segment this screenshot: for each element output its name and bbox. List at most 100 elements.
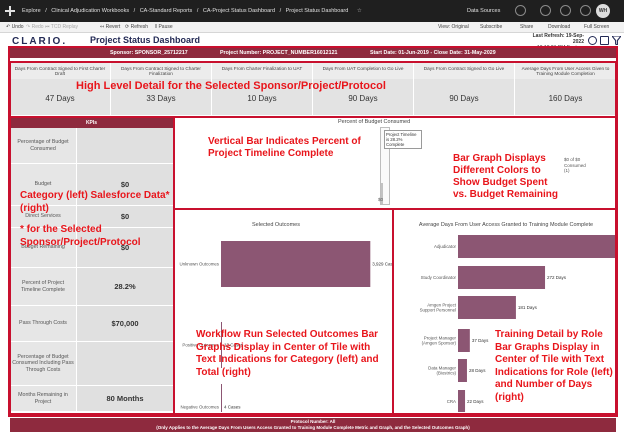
bar[interactable] xyxy=(458,359,467,382)
bar[interactable] xyxy=(221,241,371,287)
metric-label: Days From Charter Finalization to UAT xyxy=(212,63,312,79)
metric-value: 90 Days xyxy=(414,79,514,115)
protocol-note: (Only Applies to the Average Days From U… xyxy=(156,425,470,430)
kpi-label: Budget Remaining xyxy=(10,228,76,267)
breadcrumb-separator: / xyxy=(196,8,199,14)
breadcrumb-item-current: Project Status Dashboard xyxy=(285,8,349,14)
metrics-row: Days From Contract Signed to First Chart… xyxy=(10,63,616,115)
fullscreen-button[interactable]: Full Screen xyxy=(584,24,610,30)
kpi-label: Budget xyxy=(10,164,76,205)
bar[interactable] xyxy=(221,384,222,412)
selected-outcomes-chart: Unknown Outcomes 3,929 Cases Positive Outc… xyxy=(179,241,392,412)
breadcrumb: Explore / Clinical Adjudication Workbook… xyxy=(22,8,365,14)
bar-value-label: 28 Days xyxy=(469,368,486,373)
breadcrumb-item-workbooks[interactable]: Clinical Adjudication Workbooks xyxy=(51,8,130,14)
revert-button[interactable]: ↤ Revert xyxy=(100,24,121,30)
bar[interactable] xyxy=(458,329,470,352)
kpi-row: Pass Through Costs $70,000 xyxy=(10,306,173,342)
kpi-value: $0 xyxy=(77,206,173,227)
breadcrumb-item-explore[interactable]: Explore xyxy=(22,8,41,14)
apps-icon[interactable] xyxy=(580,5,591,16)
download-button[interactable]: Download xyxy=(548,24,571,30)
notifications-icon[interactable] xyxy=(560,5,571,16)
pause-button[interactable]: ‖ Pause xyxy=(155,24,173,30)
kpi-label: Percent of Project Timeline Complete xyxy=(10,268,76,305)
view-original-button[interactable]: View: Original xyxy=(438,24,469,30)
category-label: CRA xyxy=(447,399,456,404)
kpi-value: $0 xyxy=(77,228,173,267)
avatar[interactable]: WH xyxy=(596,4,610,18)
metric-value: 90 Days xyxy=(313,79,413,115)
subscribe-button[interactable]: Subscribe xyxy=(480,24,503,30)
category-label: Positive Outcomes xyxy=(182,343,219,348)
protocol-footer: Protocol Number: All (Only Applies to th… xyxy=(10,418,616,432)
kpi-label: Months Remaining in Project xyxy=(10,386,76,411)
undo-button[interactable]: ↶ Undo xyxy=(6,24,24,30)
data-sources-link[interactable]: Data Sources xyxy=(467,8,501,14)
category-label: Adjudicator xyxy=(434,244,457,249)
last-refresh-date: Last Refresh: 19-Sep-2022 xyxy=(532,33,584,45)
kpi-value xyxy=(77,128,173,163)
bar[interactable] xyxy=(458,235,616,258)
callout-high-level: High Level Detail for the Selected Spons… xyxy=(76,80,386,92)
breadcrumb-item-dashboard-folder[interactable]: CA-Project Status Dashboard xyxy=(202,8,276,14)
help-icon[interactable] xyxy=(540,5,551,16)
bar[interactable] xyxy=(458,390,466,412)
metric-tile: Average Days From User Access Given to T… xyxy=(515,63,616,115)
metric-label: Days From Contract Signed to Go Live xyxy=(414,63,514,79)
bar[interactable] xyxy=(221,322,222,368)
metric-tile: Days From Contract Signed to Charter Fin… xyxy=(111,63,212,115)
kpi-value xyxy=(77,342,173,385)
breadcrumb-separator: / xyxy=(45,8,47,14)
metric-label: Days From Contract Signed to First Chart… xyxy=(10,63,110,79)
favorite-star-icon[interactable]: ☆ xyxy=(356,8,362,14)
project-number-label: Project Number: PROJECT_NUMBER16012121 xyxy=(220,50,338,56)
metric-tile: Days From Contract Signed to First Chart… xyxy=(10,63,111,115)
kpi-row: Direct Services $0 xyxy=(10,206,173,228)
category-label: Unknown Outcomes xyxy=(179,262,219,267)
breadcrumb-separator: / xyxy=(133,8,136,14)
metric-value: 10 Days xyxy=(212,79,312,115)
sponsor-label: Sponsor: SPONSOR_25712217 xyxy=(110,50,188,56)
bar[interactable] xyxy=(458,296,516,319)
top-navigation-bar: Explore / Clinical Adjudication Workbook… xyxy=(0,0,624,22)
refresh-icon[interactable] xyxy=(588,36,597,45)
date-range-label: Start Date: 01-Jun-2019 - Close Date: 31… xyxy=(370,50,496,56)
filter-icon[interactable] xyxy=(612,36,621,45)
alerts-icon[interactable] xyxy=(515,5,526,16)
share-button[interactable]: Share xyxy=(520,24,534,30)
info-icon[interactable] xyxy=(600,36,609,45)
bar-value-label: 3,929 Cases xyxy=(372,262,392,267)
bar-value-label: 13 Cases xyxy=(224,343,244,348)
kpi-annotation-frame xyxy=(9,116,175,415)
budget-consumed-label: $0 of $0 Consumed (1) xyxy=(564,157,586,173)
bar[interactable] xyxy=(458,266,546,289)
bar-value-label: 4 Cases xyxy=(224,405,241,410)
callout-vertical-bar: Vertical Bar Indicates Percent of Projec… xyxy=(208,136,361,159)
metric-tile: Days From Charter Finalization to UAT 10… xyxy=(212,63,313,115)
kpi-label: Percentage of Budget Consumed xyxy=(10,128,76,163)
category-label: Amgen Project Support Personnel xyxy=(420,302,457,312)
kpi-row: Percent of Project Timeline Complete 28.… xyxy=(10,268,173,306)
redo-button[interactable]: ↷ Redo xyxy=(26,24,44,30)
callout-category: Category (left) Salesforce Data* (right) xyxy=(20,190,170,214)
kpi-row: Months Remaining in Project 80 Months xyxy=(10,386,173,412)
replay-button[interactable]: ⏮ TCD Replay xyxy=(45,24,79,30)
kpi-table-header: KPIs xyxy=(10,118,173,128)
kpi-value: 80 Months xyxy=(77,386,173,411)
metric-label: Days From UAT Completion to Go Live xyxy=(313,63,413,79)
bar-value-label: 37 Days xyxy=(472,338,489,343)
kpi-row: Budget $0 xyxy=(10,164,173,206)
refresh-button[interactable]: ⟳ Refresh xyxy=(125,24,149,30)
breadcrumb-item-reports[interactable]: CA-Standard Reports xyxy=(139,8,193,14)
breadcrumb-separator: / xyxy=(279,8,282,14)
page-title: Project Status Dashboard xyxy=(90,35,201,45)
tableau-logo-icon[interactable] xyxy=(4,5,16,17)
outcomes-panel-title: Selected Outcomes xyxy=(252,222,300,228)
outcomes-annotation-frame xyxy=(173,208,394,415)
protocol-number: Protocol Number: All xyxy=(290,419,336,424)
kpi-label: Direct Services xyxy=(10,206,76,227)
metric-label: Days From Contract Signed to Charter Fin… xyxy=(111,63,211,79)
category-label: Negative Outcomes xyxy=(180,405,219,410)
callout-workflow: Workflow Run Selected Outcomes Bar Graph… xyxy=(196,329,379,378)
